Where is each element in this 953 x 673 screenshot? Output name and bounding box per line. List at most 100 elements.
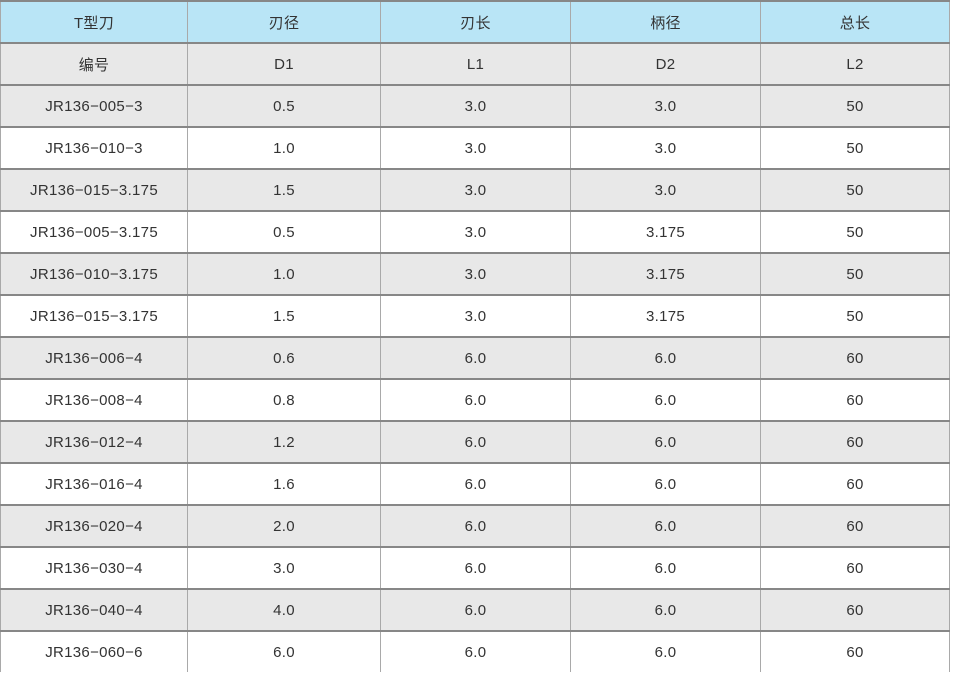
table-body: JR136−005−3 0.5 3.0 3.0 50 JR136−010−3 1… xyxy=(0,84,950,672)
cell-l1: 6.0 xyxy=(380,336,571,380)
table-row: JR136−020−4 2.0 6.0 6.0 60 xyxy=(0,504,950,548)
cell-l2: 60 xyxy=(760,630,950,672)
table-row: JR136−015−3.175 1.5 3.0 3.175 50 xyxy=(0,294,950,338)
cell-part-number: JR136−016−4 xyxy=(0,462,188,506)
cell-l1: 3.0 xyxy=(380,84,571,128)
table-row: JR136−010−3 1.0 3.0 3.0 50 xyxy=(0,126,950,170)
table-row: JR136−016−4 1.6 6.0 6.0 60 xyxy=(0,462,950,506)
cell-l1: 3.0 xyxy=(380,252,571,296)
cell-l1: 6.0 xyxy=(380,546,571,590)
cell-part-number: JR136−020−4 xyxy=(0,504,188,548)
table-row: JR136−012−4 1.2 6.0 6.0 60 xyxy=(0,420,950,464)
cell-l2: 50 xyxy=(760,168,950,212)
cell-l1: 3.0 xyxy=(380,126,571,170)
cell-d1: 0.8 xyxy=(187,378,381,422)
cell-l1: 6.0 xyxy=(380,462,571,506)
col-subheader-d2: D2 xyxy=(570,42,761,86)
table-row: JR136−006−4 0.6 6.0 6.0 60 xyxy=(0,336,950,380)
cell-d2: 6.0 xyxy=(570,630,761,672)
cell-part-number: JR136−005−3 xyxy=(0,84,188,128)
cell-l2: 50 xyxy=(760,294,950,338)
cell-d1: 3.0 xyxy=(187,546,381,590)
table-row: JR136−010−3.175 1.0 3.0 3.175 50 xyxy=(0,252,950,296)
cell-l2: 60 xyxy=(760,504,950,548)
table-row: JR136−008−4 0.8 6.0 6.0 60 xyxy=(0,378,950,422)
col-subheader-l2: L2 xyxy=(760,42,950,86)
table-row: JR136−005−3 0.5 3.0 3.0 50 xyxy=(0,84,950,128)
cell-part-number: JR136−012−4 xyxy=(0,420,188,464)
cell-d1: 1.6 xyxy=(187,462,381,506)
col-header-total-length: 总长 xyxy=(760,0,950,44)
cell-d1: 1.0 xyxy=(187,126,381,170)
cell-d1: 1.2 xyxy=(187,420,381,464)
cell-part-number: JR136−006−4 xyxy=(0,336,188,380)
cell-l1: 6.0 xyxy=(380,588,571,632)
cell-part-number: JR136−040−4 xyxy=(0,588,188,632)
col-subheader-l1: L1 xyxy=(380,42,571,86)
cell-l1: 6.0 xyxy=(380,504,571,548)
cell-d1: 4.0 xyxy=(187,588,381,632)
table-row: JR136−015−3.175 1.5 3.0 3.0 50 xyxy=(0,168,950,212)
cell-d1: 1.5 xyxy=(187,294,381,338)
cell-d2: 6.0 xyxy=(570,336,761,380)
cell-part-number: JR136−030−4 xyxy=(0,546,188,590)
cell-l2: 50 xyxy=(760,252,950,296)
cell-l2: 60 xyxy=(760,378,950,422)
cell-d2: 6.0 xyxy=(570,378,761,422)
cell-d2: 3.175 xyxy=(570,252,761,296)
cell-d2: 6.0 xyxy=(570,420,761,464)
cell-d2: 3.175 xyxy=(570,210,761,254)
col-header-shank-diameter: 柄径 xyxy=(570,0,761,44)
cell-d1: 0.5 xyxy=(187,84,381,128)
col-subheader-d1: D1 xyxy=(187,42,381,86)
cell-part-number: JR136−008−4 xyxy=(0,378,188,422)
cell-part-number: JR136−015−3.175 xyxy=(0,294,188,338)
header-row-sub: 编号 D1 L1 D2 L2 xyxy=(0,42,950,86)
cell-l2: 60 xyxy=(760,588,950,632)
cell-d2: 6.0 xyxy=(570,546,761,590)
cell-d1: 1.0 xyxy=(187,252,381,296)
cell-part-number: JR136−010−3.175 xyxy=(0,252,188,296)
col-header-blade-diameter: 刃径 xyxy=(187,0,381,44)
cell-l1: 6.0 xyxy=(380,630,571,672)
cell-d2: 3.0 xyxy=(570,126,761,170)
cell-l1: 3.0 xyxy=(380,294,571,338)
cell-d1: 2.0 xyxy=(187,504,381,548)
cell-l2: 50 xyxy=(760,84,950,128)
cell-l2: 60 xyxy=(760,336,950,380)
cell-l1: 3.0 xyxy=(380,168,571,212)
cell-l1: 3.0 xyxy=(380,210,571,254)
cell-d2: 3.0 xyxy=(570,84,761,128)
cell-d2: 6.0 xyxy=(570,462,761,506)
cell-l1: 6.0 xyxy=(380,378,571,422)
cell-part-number: JR136−010−3 xyxy=(0,126,188,170)
cell-d2: 6.0 xyxy=(570,504,761,548)
table-row: JR136−030−4 3.0 6.0 6.0 60 xyxy=(0,546,950,590)
cell-part-number: JR136−005−3.175 xyxy=(0,210,188,254)
cell-d1: 1.5 xyxy=(187,168,381,212)
cell-l2: 50 xyxy=(760,210,950,254)
cell-d2: 3.175 xyxy=(570,294,761,338)
cell-l1: 6.0 xyxy=(380,420,571,464)
table-row: JR136−040−4 4.0 6.0 6.0 60 xyxy=(0,588,950,632)
col-subheader-part-number: 编号 xyxy=(0,42,188,86)
cell-d1: 0.6 xyxy=(187,336,381,380)
cell-d2: 3.0 xyxy=(570,168,761,212)
cell-part-number: JR136−015−3.175 xyxy=(0,168,188,212)
cell-l2: 60 xyxy=(760,462,950,506)
table-header: T型刀 刃径 刃长 柄径 总长 编号 D1 L1 D2 L2 xyxy=(0,0,950,86)
cell-l2: 50 xyxy=(760,126,950,170)
col-header-cutter-type: T型刀 xyxy=(0,0,188,44)
cell-l2: 60 xyxy=(760,546,950,590)
cell-d2: 6.0 xyxy=(570,588,761,632)
col-header-blade-length: 刃长 xyxy=(380,0,571,44)
cell-d1: 0.5 xyxy=(187,210,381,254)
cell-l2: 60 xyxy=(760,420,950,464)
table-row: JR136−060−6 6.0 6.0 6.0 60 xyxy=(0,630,950,672)
cell-part-number: JR136−060−6 xyxy=(0,630,188,672)
header-row-main: T型刀 刃径 刃长 柄径 总长 xyxy=(0,0,950,44)
cell-d1: 6.0 xyxy=(187,630,381,672)
table-row: JR136−005−3.175 0.5 3.0 3.175 50 xyxy=(0,210,950,254)
